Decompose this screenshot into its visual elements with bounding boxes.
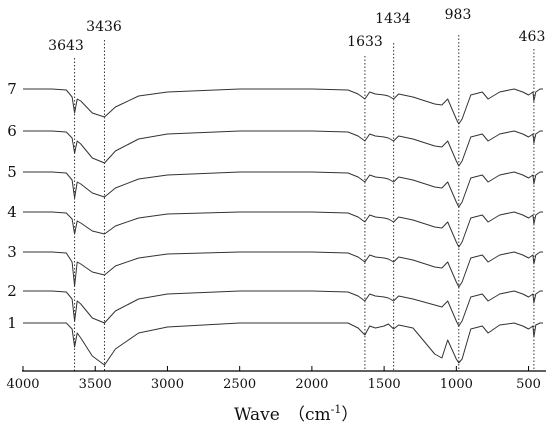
spectra-group: 1 2 3 4 5 6 7 — [7, 80, 543, 366]
spectrum-label-1: 1 — [7, 314, 17, 332]
x-axis-unit-exp: -1 — [331, 403, 342, 416]
peak-label: 1434 — [375, 11, 411, 27]
x-tick-label: 3500 — [79, 377, 112, 392]
spectrum-line-4 — [23, 211, 543, 248]
x-tick-label: 2500 — [223, 377, 256, 392]
spectrum-label-2: 2 — [7, 282, 17, 300]
peak-label: 1633 — [347, 34, 383, 50]
x-axis-ticks: 4000 3500 3000 2500 2000 1500 1000 500 — [6, 366, 541, 392]
x-axis-title-main: Wave — [234, 405, 280, 425]
peak-label: 463 — [519, 29, 546, 45]
spectrum-label-7: 7 — [7, 80, 17, 98]
spectrum-line-3 — [23, 251, 543, 288]
x-axis-unit-paren-close: ） — [341, 405, 358, 425]
x-axis: 4000 3500 3000 2500 2000 1500 1000 500 Wave （cm… — [6, 366, 546, 425]
x-axis-unit-base: cm — [305, 405, 331, 425]
spectrum-line-6 — [23, 130, 543, 167]
x-tick-label: 3000 — [151, 377, 184, 392]
spectrum-label-3: 3 — [7, 243, 17, 261]
x-axis-unit-paren-open: （ — [288, 405, 305, 425]
spectrum-line-5 — [23, 171, 543, 208]
x-tick-label: 4000 — [6, 377, 39, 392]
x-tick-label: 2000 — [295, 377, 328, 392]
peak-label: 3643 — [48, 38, 84, 54]
spectrum-label-6: 6 — [7, 122, 17, 140]
spectrum-line-7 — [23, 88, 543, 125]
x-tick-label: 1500 — [368, 377, 401, 392]
spectrum-label-5: 5 — [7, 163, 17, 181]
x-tick-label: 1000 — [440, 377, 473, 392]
peak-label: 3436 — [86, 19, 122, 35]
spectrum-line-2 — [23, 290, 543, 327]
spectrum-label-4: 4 — [7, 203, 17, 221]
peak-label: 983 — [445, 7, 472, 23]
x-axis-title-unit: （cm-1） — [288, 403, 358, 425]
spectrum-line-1 — [23, 322, 543, 366]
x-tick-label: 500 — [516, 377, 541, 392]
